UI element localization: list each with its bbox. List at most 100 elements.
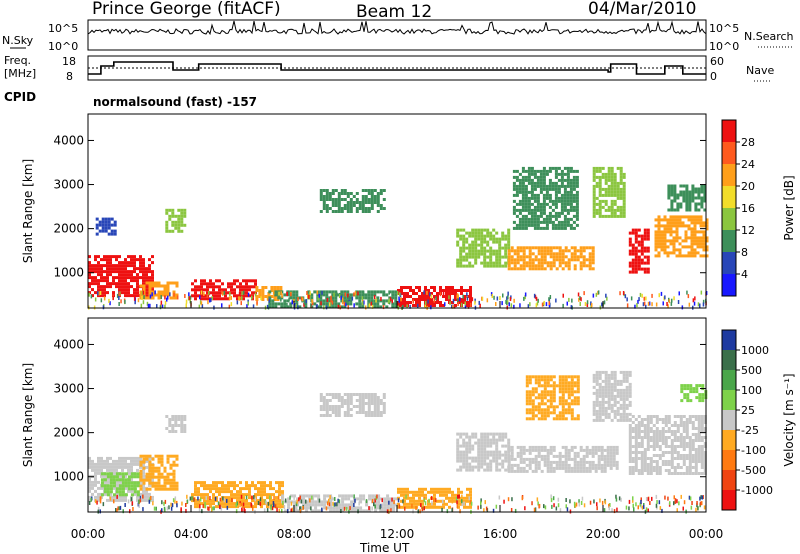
power-colorbar-swatch-1 — [722, 142, 736, 165]
velocity-panel-echo-region-0 — [88, 456, 154, 502]
beam-label: Beam 12 — [356, 2, 432, 22]
power-panel-echo-region-0 — [88, 255, 154, 298]
velocity-colorbar-tick-label-6: -500 — [741, 464, 766, 477]
velocity-panel-echo-region-1 — [100, 472, 140, 497]
power-colorbar-swatch-0 — [722, 120, 736, 143]
power-colorbar-tick-label-2: 20 — [741, 180, 755, 193]
velocity-panel-ylabel: Slant Range [km] — [21, 363, 35, 467]
power-panel-echo-region-6 — [268, 290, 398, 309]
power-panel-ytick-label-3: 4000 — [53, 133, 84, 147]
power-colorbar-tick-label-1: 24 — [741, 158, 755, 171]
velocity-colorbar-frame — [721, 329, 737, 511]
xtick-label-1: 04:00 — [174, 527, 209, 541]
power-colorbar: 28 24 20 16 12 8 4 Power [dB] — [721, 119, 796, 297]
velocity-panel-echo-region-2 — [139, 454, 179, 491]
power-panel-echo-region-8 — [397, 286, 472, 307]
freq-trace — [88, 61, 706, 75]
velocity-colorbar-tick-label-5: -100 — [741, 444, 766, 457]
time-axis: 00:00 04:00 08:00 12:00 16:00 20:00 00:00 — [71, 301, 724, 541]
velocity-panel-ytick-label-2: 3000 — [53, 382, 84, 396]
velocity-colorbar-swatch-8 — [722, 490, 736, 511]
power-panel-echo-region-9 — [456, 228, 511, 268]
velocity-colorbar-tick-label-0: 1000 — [741, 344, 769, 357]
velocity-colorbar-swatch-0 — [722, 330, 736, 351]
power-panel-echo-region-2 — [95, 217, 117, 236]
velocity-colorbar-swatch-4 — [722, 410, 736, 431]
velocity-panel-ytick-label-1: 2000 — [53, 426, 84, 440]
velocity-colorbar-tick-label-7: -1000 — [741, 484, 773, 497]
velocity-panel-echo-region-9 — [507, 445, 619, 473]
power-colorbar-swatch-3 — [722, 186, 736, 209]
power-panel: 1000 2000 3000 4000 Slant Range [km] — [21, 113, 709, 310]
power-panel-echo-region-12 — [592, 166, 626, 218]
freq-label: Freq. — [4, 54, 31, 67]
power-panel-echo-region-11 — [512, 166, 579, 230]
xtick-label-5: 20:00 — [586, 527, 621, 541]
nsearch-tick-bottom: 10^0 — [709, 40, 739, 53]
power-panel-echo-region-1 — [139, 281, 179, 300]
velocity-colorbar-swatch-3 — [722, 390, 736, 411]
xtick-label-3: 12:00 — [380, 527, 415, 541]
nsky-trace — [87, 20, 707, 36]
velocity-colorbar-tick-label-4: -25 — [741, 424, 759, 437]
freq-tick-bottom: 8 — [66, 70, 73, 83]
date-label: 04/Mar/2010 — [588, 0, 696, 19]
nsearch-label: N.Search — [744, 30, 794, 43]
velocity-panel-echo-region-3 — [165, 415, 187, 433]
velocity-colorbar: 1000 500 100 25 -25 -100 -500 -1000 Velocity [m … — [721, 329, 796, 511]
velocity-panel-echo-region-10 — [525, 375, 580, 421]
power-panel-echo-region-3 — [165, 208, 187, 233]
velocity-colorbar-swatch-6 — [722, 450, 736, 471]
velocity-panel-echo-region-11 — [592, 370, 632, 422]
freq-unit: [MHz] — [4, 67, 36, 80]
nave-tick-bottom: 0 — [710, 70, 717, 83]
velocity-colorbar-label: Velocity [m s⁻¹] — [782, 373, 796, 466]
power-panel-echo-region-7 — [319, 189, 386, 213]
power-panel-echo-region-13 — [628, 228, 650, 274]
power-colorbar-tick-label-3: 16 — [741, 202, 755, 215]
freq-panel: Freq. [MHz] 18 8 60 0 Nave — [4, 54, 774, 83]
power-colorbar-tick-label-5: 8 — [741, 246, 748, 259]
xaxis-label: Time UT — [359, 541, 410, 554]
velocity-colorbar-swatch-1 — [722, 350, 736, 371]
velocity-panel-ytick-label-0: 1000 — [53, 470, 84, 484]
nsky-label: N.Sky — [2, 34, 34, 47]
velocity-colorbar-swatch-7 — [722, 470, 736, 491]
velocity-colorbar-swatch-2 — [722, 370, 736, 391]
power-panel-echo-region-4 — [191, 279, 257, 301]
power-colorbar-label: Power [dB] — [782, 175, 796, 240]
power-colorbar-swatch-5 — [722, 230, 736, 253]
power-panel-ylabel: Slant Range [km] — [21, 159, 35, 263]
freq-tick-top: 18 — [62, 55, 76, 68]
cpid-value: normalsound (fast) -157 — [93, 95, 257, 109]
nsky-line — [87, 20, 707, 36]
xtick-label-0: 00:00 — [71, 527, 106, 541]
velocity-colorbar-tick-label-3: 25 — [741, 404, 755, 417]
velocity-colorbar-tick-label-1: 500 — [741, 364, 762, 377]
velocity-colorbar-tick-label-2: 100 — [741, 384, 762, 397]
power-panel-ytick-label-2: 3000 — [53, 178, 84, 192]
power-colorbar-swatch-4 — [722, 208, 736, 231]
xtick-label-6: 00:00 — [689, 527, 724, 541]
power-colorbar-swatch-6 — [722, 252, 736, 275]
nsky-tick-top: 10^5 — [48, 22, 78, 35]
velocity-panel-echo-region-8 — [456, 432, 511, 472]
xtick-label-4: 16:00 — [483, 527, 518, 541]
velocity-colorbar-swatch-5 — [722, 430, 736, 451]
power-colorbar-tick-label-6: 4 — [741, 268, 748, 281]
xtick-label-2: 08:00 — [277, 527, 312, 541]
velocity-panel-echo-region-6 — [319, 393, 386, 417]
power-panel-ytick-label-1: 2000 — [53, 222, 84, 236]
power-colorbar-tick-label-0: 28 — [741, 136, 755, 149]
cpid-label: CPID — [4, 90, 36, 104]
nave-label: Nave — [746, 64, 774, 77]
station-title: Prince George (fitACF) — [92, 0, 281, 19]
power-panel-echo-region-14 — [654, 215, 709, 258]
velocity-panel-ytick-label-3: 4000 — [53, 337, 84, 351]
nsky-panel: N.Sky 10^5 10^0 10^5 10^0 N.Search — [2, 19, 794, 53]
power-panel-echo-region-10 — [507, 246, 595, 271]
power-colorbar-tick-label-4: 12 — [741, 224, 755, 237]
velocity-panel-echo-region-12 — [628, 415, 707, 475]
power-colorbar-swatch-2 — [722, 164, 736, 187]
